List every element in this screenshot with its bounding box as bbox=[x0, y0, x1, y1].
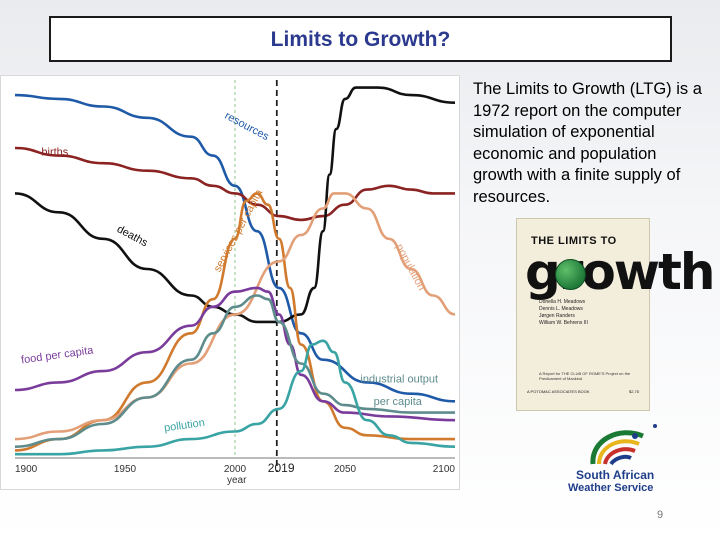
series-label: resources bbox=[223, 110, 272, 144]
chart-panel: resources births deaths services per capita… bbox=[0, 75, 460, 490]
series-label: per capita bbox=[374, 396, 423, 408]
x-tick-label: 2000 bbox=[224, 464, 247, 475]
book-title-top: THE LIMITS TO bbox=[531, 235, 617, 247]
page-number: 9 bbox=[657, 509, 664, 521]
series-line-deaths bbox=[14, 86, 456, 324]
description-text: The Limits to Growth (LTG) is a 1972 rep… bbox=[473, 80, 702, 206]
series-line-food-per-capita bbox=[14, 286, 456, 422]
logo-line-1: South African bbox=[576, 468, 655, 482]
slide-title: Limits to Growth? bbox=[270, 28, 451, 51]
book-author: Donella H. Meadows bbox=[539, 299, 586, 305]
book-note: A Report for THE CLUB OF ROME'S Project … bbox=[539, 371, 631, 381]
marker-label-2019: 2019 bbox=[268, 461, 295, 475]
title-box: Limits to Growth? bbox=[49, 16, 672, 62]
x-tick-label: 1900 bbox=[15, 464, 38, 475]
series-label: population bbox=[393, 242, 427, 292]
series-line-services-per-capita bbox=[14, 192, 455, 452]
series-label: pollution bbox=[163, 417, 205, 435]
series-line-pollution bbox=[14, 339, 456, 456]
globe-icon bbox=[555, 259, 586, 290]
x-tick-label: 1950 bbox=[114, 464, 137, 475]
book-title-main: growth bbox=[525, 243, 715, 301]
book-author: Jørgen Randers bbox=[539, 313, 575, 319]
series-line-births bbox=[14, 146, 455, 222]
series-line-industrial-output-per-capita bbox=[14, 294, 455, 448]
x-axis-label: year bbox=[227, 475, 247, 486]
book-cover: THE LIMITS TO growth Donella H. Meadows … bbox=[516, 218, 715, 411]
book-author: Dennis L. Meadows bbox=[539, 306, 583, 312]
series-label: food per capita bbox=[20, 344, 95, 366]
book-author: William W. Behrens III bbox=[539, 320, 588, 326]
saws-swirl-icon bbox=[590, 424, 657, 466]
x-tick-label: 2100 bbox=[433, 464, 456, 475]
series-label: births bbox=[41, 147, 68, 159]
series-label: industrial output bbox=[360, 373, 438, 385]
x-tick-label: 2050 bbox=[334, 464, 357, 475]
book-price: $2.75 bbox=[628, 389, 639, 394]
logo-line-2: Weather Service bbox=[568, 482, 654, 494]
series-line-resources bbox=[14, 93, 456, 403]
book-publisher: A POTOMAC ASSOCIATES BOOK bbox=[527, 389, 590, 394]
saws-logo: South African Weather Service bbox=[565, 418, 675, 498]
book-authors: Donella H. Meadows Dennis L. Meadows Jør… bbox=[539, 299, 588, 327]
